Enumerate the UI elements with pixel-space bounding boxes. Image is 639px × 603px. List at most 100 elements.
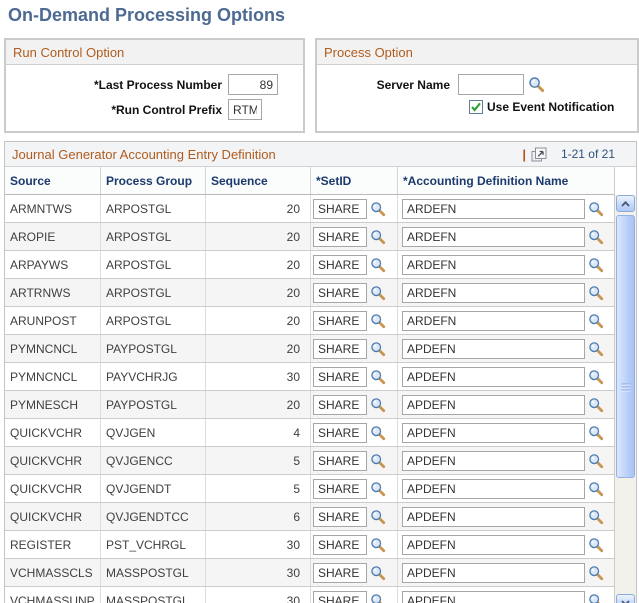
- run-control-option-groupbox: Run Control Option *Last Process Number …: [4, 38, 305, 133]
- cell-source: PYMNCNCL: [5, 363, 101, 390]
- scrollbar-thumb[interactable]: [616, 215, 635, 478]
- setid-lookup-icon[interactable]: [370, 565, 386, 581]
- setid-lookup-icon[interactable]: [370, 369, 386, 385]
- setid-input[interactable]: [313, 534, 367, 555]
- setid-input[interactable]: [313, 282, 367, 303]
- accounting-definition-input[interactable]: [402, 534, 585, 555]
- cell-source: QUICKVCHR: [5, 419, 101, 446]
- accounting-definition-input[interactable]: [402, 310, 585, 331]
- options-row: Run Control Option *Last Process Number …: [4, 38, 639, 133]
- accounting-definition-lookup-icon[interactable]: [588, 285, 604, 301]
- accounting-definition-lookup-icon[interactable]: [588, 201, 604, 217]
- setid-lookup-icon[interactable]: [370, 313, 386, 329]
- cell-source: ARMNTWS: [5, 195, 101, 222]
- cell-sequence: 30: [206, 587, 311, 603]
- setid-lookup-icon[interactable]: [370, 229, 386, 245]
- setid-input[interactable]: [313, 590, 367, 603]
- accounting-definition-lookup-icon[interactable]: [588, 481, 604, 497]
- accounting-definition-input[interactable]: [402, 226, 585, 247]
- setid-lookup-icon[interactable]: [370, 593, 386, 603]
- accounting-definition-lookup-icon[interactable]: [588, 593, 604, 603]
- cell-sequence: 30: [206, 363, 311, 390]
- last-process-number-input[interactable]: [228, 74, 278, 95]
- setid-input[interactable]: [313, 366, 367, 387]
- cell-accounting-definition: [398, 223, 614, 250]
- zoom-grid-icon[interactable]: [531, 147, 547, 162]
- column-header-sequence: Sequence: [206, 167, 311, 194]
- setid-input[interactable]: [313, 422, 367, 443]
- accounting-definition-input[interactable]: [402, 198, 585, 219]
- accounting-definition-lookup-icon[interactable]: [588, 425, 604, 441]
- setid-lookup-icon[interactable]: [370, 509, 386, 525]
- accounting-definition-input[interactable]: [402, 422, 585, 443]
- setid-lookup-icon[interactable]: [370, 257, 386, 273]
- accounting-definition-input[interactable]: [402, 366, 585, 387]
- run-control-prefix-input[interactable]: [228, 99, 262, 120]
- accounting-definition-input[interactable]: [402, 590, 585, 603]
- accounting-definition-input[interactable]: [402, 338, 585, 359]
- accounting-definition-lookup-icon[interactable]: [588, 257, 604, 273]
- cell-accounting-definition: [398, 307, 614, 334]
- cell-setid: [311, 391, 398, 418]
- setid-input[interactable]: [313, 338, 367, 359]
- setid-lookup-icon[interactable]: [370, 453, 386, 469]
- accounting-definition-lookup-icon[interactable]: [588, 509, 604, 525]
- cell-accounting-definition: [398, 447, 614, 474]
- setid-lookup-icon[interactable]: [370, 285, 386, 301]
- cell-sequence: 30: [206, 559, 311, 586]
- cell-sequence: 5: [206, 447, 311, 474]
- setid-input[interactable]: [313, 254, 367, 275]
- accounting-definition-input[interactable]: [402, 478, 585, 499]
- setid-lookup-icon[interactable]: [370, 537, 386, 553]
- scrollbar-track[interactable]: [615, 478, 636, 594]
- setid-input[interactable]: [313, 394, 367, 415]
- setid-input[interactable]: [313, 506, 367, 527]
- accounting-definition-input[interactable]: [402, 562, 585, 583]
- cell-process-group: PAYPOSTGL: [101, 391, 206, 418]
- accounting-definition-lookup-icon[interactable]: [588, 313, 604, 329]
- accounting-definition-lookup-icon[interactable]: [588, 453, 604, 469]
- accounting-definition-input[interactable]: [402, 450, 585, 471]
- accounting-definition-input[interactable]: [402, 506, 585, 527]
- accounting-definition-lookup-icon[interactable]: [588, 565, 604, 581]
- accounting-definition-lookup-icon[interactable]: [588, 341, 604, 357]
- accounting-definition-input[interactable]: [402, 254, 585, 275]
- cell-accounting-definition: [398, 559, 614, 586]
- setid-input[interactable]: [313, 198, 367, 219]
- server-name-lookup-icon[interactable]: [528, 76, 545, 93]
- setid-input[interactable]: [313, 478, 367, 499]
- setid-lookup-icon[interactable]: [370, 201, 386, 217]
- setid-input[interactable]: [313, 310, 367, 331]
- cell-setid: [311, 307, 398, 334]
- scroll-up-button[interactable]: [616, 195, 635, 212]
- accounting-definition-input[interactable]: [402, 394, 585, 415]
- run-control-prefix-label: *Run Control Prefix: [111, 102, 222, 117]
- accounting-definition-input[interactable]: [402, 282, 585, 303]
- table-row: VCHMASSUNP MASSPOSTGL 30: [5, 587, 614, 603]
- accounting-definition-lookup-icon[interactable]: [588, 229, 604, 245]
- cell-sequence: 20: [206, 279, 311, 306]
- use-event-notification-checkbox[interactable]: [469, 100, 483, 114]
- check-icon: [471, 102, 481, 112]
- accounting-definition-lookup-icon[interactable]: [588, 537, 604, 553]
- setid-lookup-icon[interactable]: [370, 397, 386, 413]
- cell-setid: [311, 531, 398, 558]
- table-row: VCHMASSCLS MASSPOSTGL 30: [5, 559, 614, 587]
- setid-lookup-icon[interactable]: [370, 341, 386, 357]
- scroll-down-button[interactable]: [616, 594, 635, 603]
- grid-scrollbar-column: [615, 167, 636, 603]
- cell-sequence: 30: [206, 531, 311, 558]
- titlebar-separator: |: [522, 146, 526, 162]
- cell-sequence: 20: [206, 223, 311, 250]
- cell-source: QUICKVCHR: [5, 447, 101, 474]
- server-name-input[interactable]: [458, 74, 524, 95]
- accounting-definition-lookup-icon[interactable]: [588, 397, 604, 413]
- setid-lookup-icon[interactable]: [370, 425, 386, 441]
- accounting-definition-lookup-icon[interactable]: [588, 369, 604, 385]
- setid-lookup-icon[interactable]: [370, 481, 386, 497]
- setid-input[interactable]: [313, 450, 367, 471]
- grid-vertical-scrollbar[interactable]: [615, 195, 636, 603]
- cell-accounting-definition: [398, 587, 614, 603]
- setid-input[interactable]: [313, 562, 367, 583]
- setid-input[interactable]: [313, 226, 367, 247]
